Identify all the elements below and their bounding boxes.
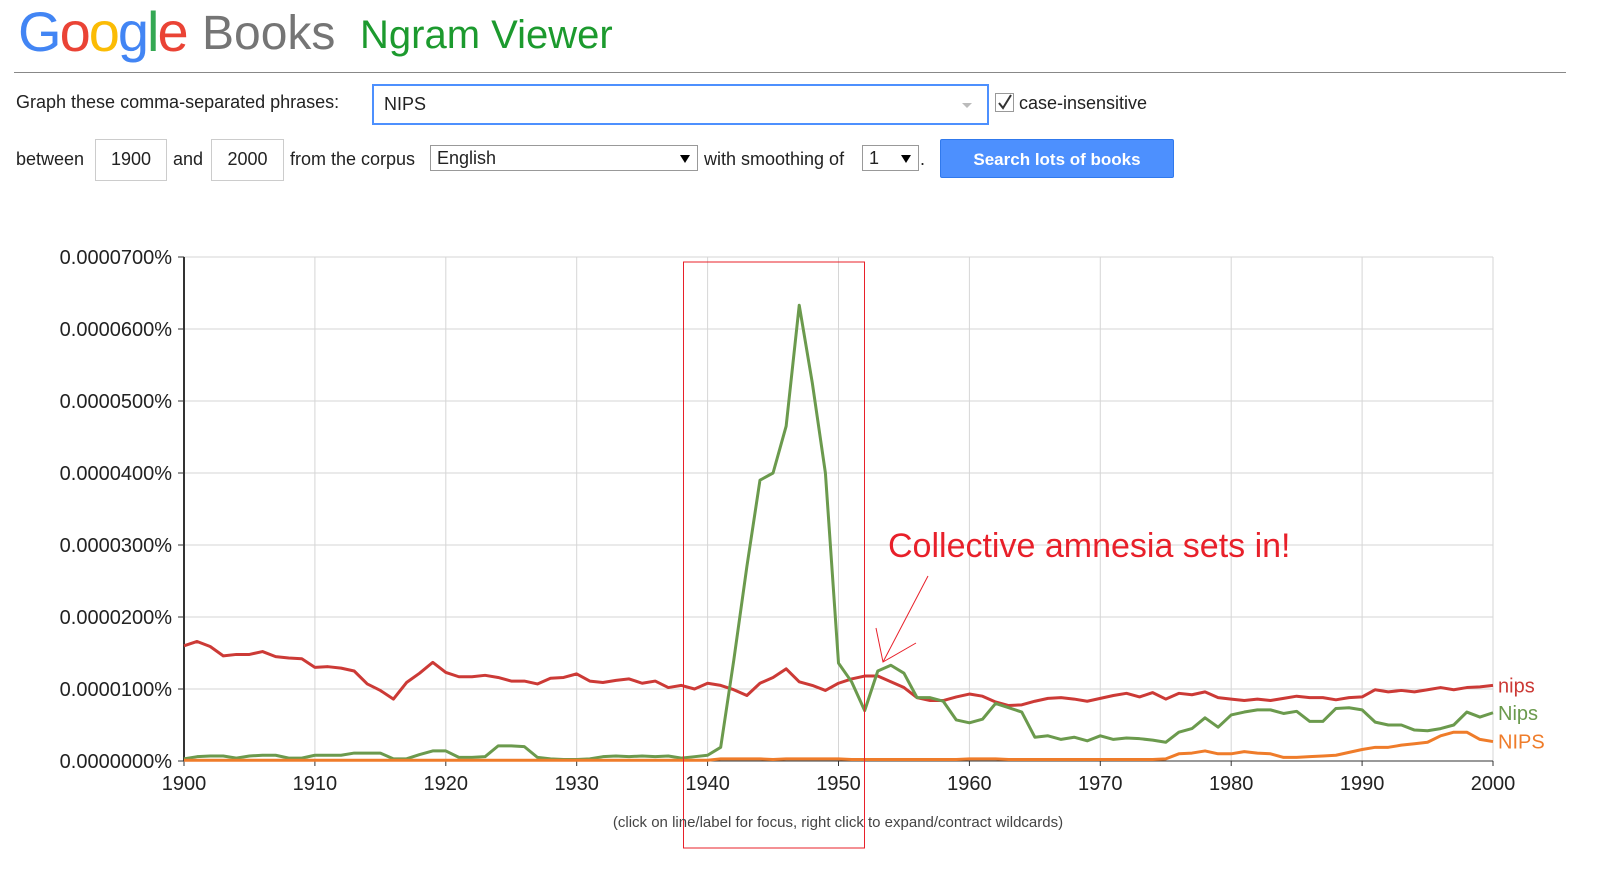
corpus-value: English (437, 148, 497, 168)
end-year-input[interactable]: 2000 (211, 139, 284, 181)
x-tick-label: 1920 (424, 773, 469, 795)
series-line (184, 730, 1494, 762)
y-tick-label: 0.0000600% (60, 319, 173, 341)
between-label: between (16, 149, 85, 169)
books-label: Books (202, 7, 336, 60)
y-tick-label: 0.0000500% (60, 391, 173, 413)
logo-letter: o (59, 0, 91, 63)
series-label: NIPS (1498, 732, 1545, 754)
x-tick-label: 1940 (685, 773, 730, 795)
corpus-label: from the corpus (290, 149, 416, 169)
smoothing-label: with smoothing of (704, 149, 845, 169)
phrases-input[interactable]: NIPS (372, 84, 989, 125)
input-arrow (962, 103, 972, 108)
y-tick-label: 0.0000700% (60, 247, 173, 269)
y-tick-label: 0.0000000% (60, 751, 173, 773)
logo-letter: e (157, 0, 188, 63)
corpus-select[interactable]: English (430, 145, 698, 171)
app-title: Ngram Viewer (360, 13, 613, 57)
y-tick-label: 0.0000200% (60, 607, 173, 629)
chart-note: (click on line/label for focus, right cl… (613, 814, 1063, 831)
phrases-label: Graph these comma-separated phrases: (16, 92, 340, 112)
checkbox[interactable] (995, 93, 1015, 113)
grid: 0.0000000% 0.0000100% 0.0000200% 0.0000300%… (60, 247, 1516, 795)
x-tick-label: 1960 (947, 773, 992, 795)
x-tick-label: 1950 (816, 773, 861, 795)
series-label: nips (1498, 675, 1535, 697)
smoothing-value: 1 (869, 148, 880, 168)
annotation: Collective amnesia sets in! (888, 527, 1291, 565)
logo-letter: l (147, 0, 160, 63)
select-arrow (680, 155, 690, 163)
x-tick-label: 1990 (1340, 773, 1385, 795)
y-tick-label: 0.0000300% (60, 535, 173, 557)
divider (14, 72, 1566, 73)
x-tick-label: 1900 (162, 773, 207, 795)
x-tick-label: 1930 (554, 773, 599, 795)
case-insensitive-label: case-insensitive (1019, 93, 1148, 113)
smoothing-select[interactable]: 1 (862, 145, 919, 171)
period: . (920, 149, 926, 169)
series-line (183, 639, 1494, 708)
y-tick-label: 0.0000400% (60, 463, 173, 485)
logo-letter: g (117, 0, 149, 63)
series-label: Nips (1498, 703, 1538, 725)
and-label: and (173, 149, 204, 169)
lines: nips Nips NIPS (183, 303, 1545, 762)
x-tick-label: 1980 (1209, 773, 1254, 795)
highlight-box (683, 261, 865, 849)
chart: 0.0000000% 0.0000100% 0.0000200% 0.0000300%… (60, 247, 1545, 849)
y-tick-label: 0.0000100% (60, 679, 173, 701)
x-tick-label: 2000 (1471, 773, 1516, 795)
annotation-arrow (875, 575, 929, 663)
x-tick-label: 1970 (1078, 773, 1123, 795)
logo: Google (18, 0, 189, 64)
start-year-input[interactable]: 1900 (95, 139, 167, 181)
search-button[interactable]: Search lots of books (940, 139, 1174, 178)
logo-letter: o (88, 0, 120, 63)
logo-letter: G (18, 0, 62, 63)
x-tick-label: 1910 (293, 773, 338, 795)
select-arrow (901, 155, 911, 163)
